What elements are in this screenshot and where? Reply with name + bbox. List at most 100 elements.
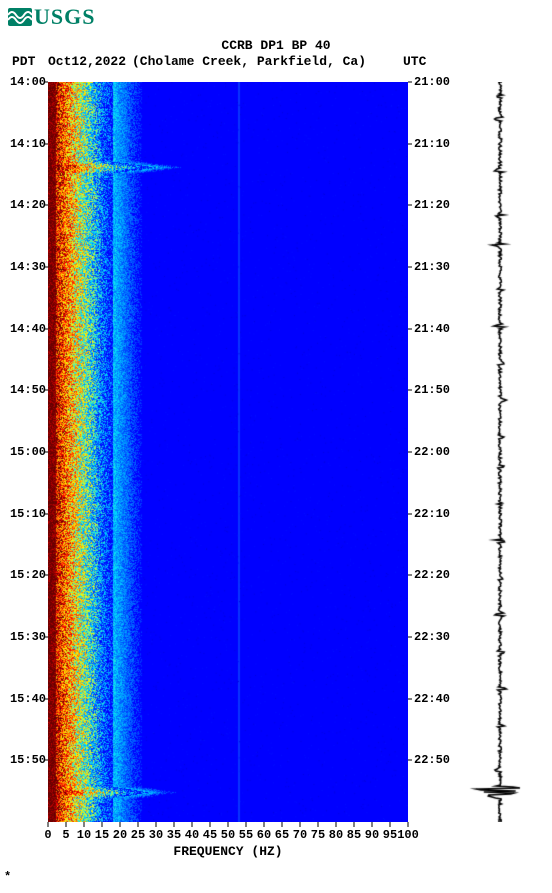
y-right-tick: 21:50 (414, 383, 450, 397)
x-tick-mark (120, 822, 121, 827)
x-tick: 0 (44, 828, 51, 842)
x-tick-mark (372, 822, 373, 827)
seismogram-plot (460, 82, 540, 822)
y-left-tick: 14:30 (10, 260, 46, 274)
x-tick: 5 (62, 828, 69, 842)
y-left-tick-mark (44, 205, 48, 206)
y-left-tick: 14:50 (10, 383, 46, 397)
y-left-tick-mark (44, 390, 48, 391)
y-left-tick: 15:00 (10, 445, 46, 459)
x-tick: 25 (131, 828, 145, 842)
x-tick: 55 (239, 828, 253, 842)
x-tick-mark (390, 822, 391, 827)
y-left-tick-mark (44, 575, 48, 576)
x-tick-mark (228, 822, 229, 827)
chart-title: CCRB DP1 BP 40 (0, 38, 552, 53)
x-tick-mark (156, 822, 157, 827)
x-tick: 30 (149, 828, 163, 842)
x-tick: 85 (347, 828, 361, 842)
x-tick-mark (246, 822, 247, 827)
x-tick-mark (336, 822, 337, 827)
y-left-tick-mark (44, 513, 48, 514)
y-right-tick-mark (408, 452, 412, 453)
y-left-tick: 14:10 (10, 137, 46, 151)
y-right-tick: 22:20 (414, 568, 450, 582)
y-right-tick: 22:50 (414, 753, 450, 767)
x-tick: 10 (77, 828, 91, 842)
y-right-tick-mark (408, 267, 412, 268)
y-right-tick-mark (408, 698, 412, 699)
y-left-tick: 15:10 (10, 507, 46, 521)
x-tick: 80 (329, 828, 343, 842)
x-tick: 65 (275, 828, 289, 842)
x-tick: 15 (95, 828, 109, 842)
y-right-tick: 21:00 (414, 75, 450, 89)
x-tick: 50 (221, 828, 235, 842)
x-tick: 70 (293, 828, 307, 842)
y-right-tick: 22:10 (414, 507, 450, 521)
y-right-tick: 21:10 (414, 137, 450, 151)
y-left-tick-mark (44, 82, 48, 83)
y-right-tick: 21:20 (414, 198, 450, 212)
x-tick-mark (102, 822, 103, 827)
y-right-tick-mark (408, 82, 412, 83)
y-left-tick-mark (44, 760, 48, 761)
x-tick-mark (408, 822, 409, 827)
date-label: Oct12,2022 (48, 54, 126, 69)
x-tick-mark (354, 822, 355, 827)
y-right-tick-mark (408, 575, 412, 576)
y-right-tick: 22:30 (414, 630, 450, 644)
seismogram-canvas (460, 82, 540, 822)
x-tick: 60 (257, 828, 271, 842)
utc-label: UTC (403, 54, 426, 69)
y-left-tick-mark (44, 698, 48, 699)
y-left-tick: 15:50 (10, 753, 46, 767)
y-right-tick-mark (408, 637, 412, 638)
y-right-tick-mark (408, 328, 412, 329)
x-tick-mark (264, 822, 265, 827)
x-tick-mark (318, 822, 319, 827)
x-tick: 40 (185, 828, 199, 842)
y-left-tick-mark (44, 452, 48, 453)
y-left-tick-mark (44, 143, 48, 144)
location-label: (Cholame Creek, Parkfield, Ca) (132, 54, 366, 69)
y-left-tick: 14:00 (10, 75, 46, 89)
usgs-logo: USGS (8, 4, 95, 30)
wave-icon (8, 8, 32, 26)
y-left-tick: 14:20 (10, 198, 46, 212)
y-right-tick-mark (408, 143, 412, 144)
y-left-tick: 14:40 (10, 322, 46, 336)
logo-text: USGS (34, 4, 95, 30)
x-tick-mark (282, 822, 283, 827)
footer-mark: * (4, 870, 11, 884)
y-left-tick: 15:40 (10, 692, 46, 706)
x-tick: 75 (311, 828, 325, 842)
pdt-label: PDT (12, 54, 35, 69)
x-axis-label: FREQUENCY (HZ) (48, 844, 408, 859)
y-left-tick: 15:30 (10, 630, 46, 644)
spectrogram-canvas (48, 82, 408, 822)
y-left-tick-mark (44, 637, 48, 638)
y-right-tick-mark (408, 760, 412, 761)
x-tick: 20 (113, 828, 127, 842)
x-tick: 35 (167, 828, 181, 842)
y-right-tick: 22:40 (414, 692, 450, 706)
y-right-tick: 21:30 (414, 260, 450, 274)
y-left-tick: 15:20 (10, 568, 46, 582)
y-right-tick-mark (408, 513, 412, 514)
y-right-tick-mark (408, 390, 412, 391)
x-tick-mark (48, 822, 49, 827)
y-left-tick-mark (44, 267, 48, 268)
x-tick-mark (192, 822, 193, 827)
x-tick: 100 (397, 828, 419, 842)
y-right-tick: 22:00 (414, 445, 450, 459)
x-tick-mark (138, 822, 139, 827)
x-tick: 90 (365, 828, 379, 842)
x-tick-mark (210, 822, 211, 827)
y-left-tick-mark (44, 328, 48, 329)
x-tick-mark (300, 822, 301, 827)
x-tick-mark (84, 822, 85, 827)
y-right-tick-mark (408, 205, 412, 206)
spectrogram-plot: 14:0014:1014:2014:3014:4014:5015:0015:10… (48, 82, 408, 822)
y-right-tick: 21:40 (414, 322, 450, 336)
